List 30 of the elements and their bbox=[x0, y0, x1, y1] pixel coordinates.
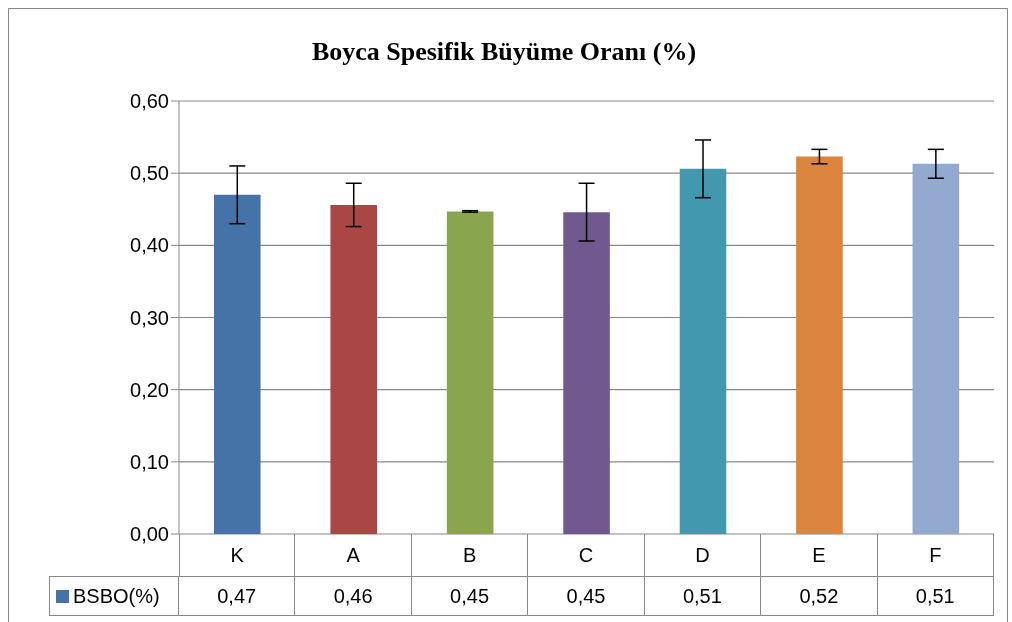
y-tick-label: 0,60 bbox=[130, 90, 169, 113]
y-tick-label: 0,40 bbox=[130, 234, 169, 257]
y-tick-label: 0,20 bbox=[130, 378, 169, 401]
data-label: 0,52 bbox=[761, 576, 878, 616]
data-label: 0,45 bbox=[528, 576, 645, 616]
y-tick-label: 0,50 bbox=[130, 162, 169, 185]
data-label: 0,47 bbox=[179, 576, 296, 616]
x-tick-label: K bbox=[179, 534, 296, 576]
data-label: 0,51 bbox=[644, 576, 762, 616]
bar bbox=[330, 204, 377, 534]
bar bbox=[214, 194, 261, 534]
bar bbox=[446, 211, 494, 534]
x-tick-label: B bbox=[411, 534, 529, 576]
data-label: 0,46 bbox=[295, 576, 412, 616]
data-label: 0,51 bbox=[877, 576, 994, 616]
y-tick-label: 0,30 bbox=[130, 306, 169, 329]
bar bbox=[679, 168, 727, 534]
x-tick-label: A bbox=[295, 534, 412, 576]
y-tick-label: 0,00 bbox=[130, 523, 169, 546]
legend-label: BSBO(%) bbox=[73, 584, 160, 608]
y-tick-label: 0,10 bbox=[130, 450, 169, 473]
x-tick-label: D bbox=[644, 534, 762, 576]
x-tick-label: E bbox=[761, 534, 878, 576]
bar bbox=[796, 156, 843, 534]
x-tick-label: C bbox=[528, 534, 645, 576]
bar bbox=[912, 163, 960, 534]
chart-title: Boyca Spesifik Büyüme Oranı (%) bbox=[310, 37, 698, 67]
bar bbox=[563, 212, 610, 534]
data-label: 0,45 bbox=[411, 576, 529, 616]
x-tick-label: F bbox=[877, 534, 994, 576]
